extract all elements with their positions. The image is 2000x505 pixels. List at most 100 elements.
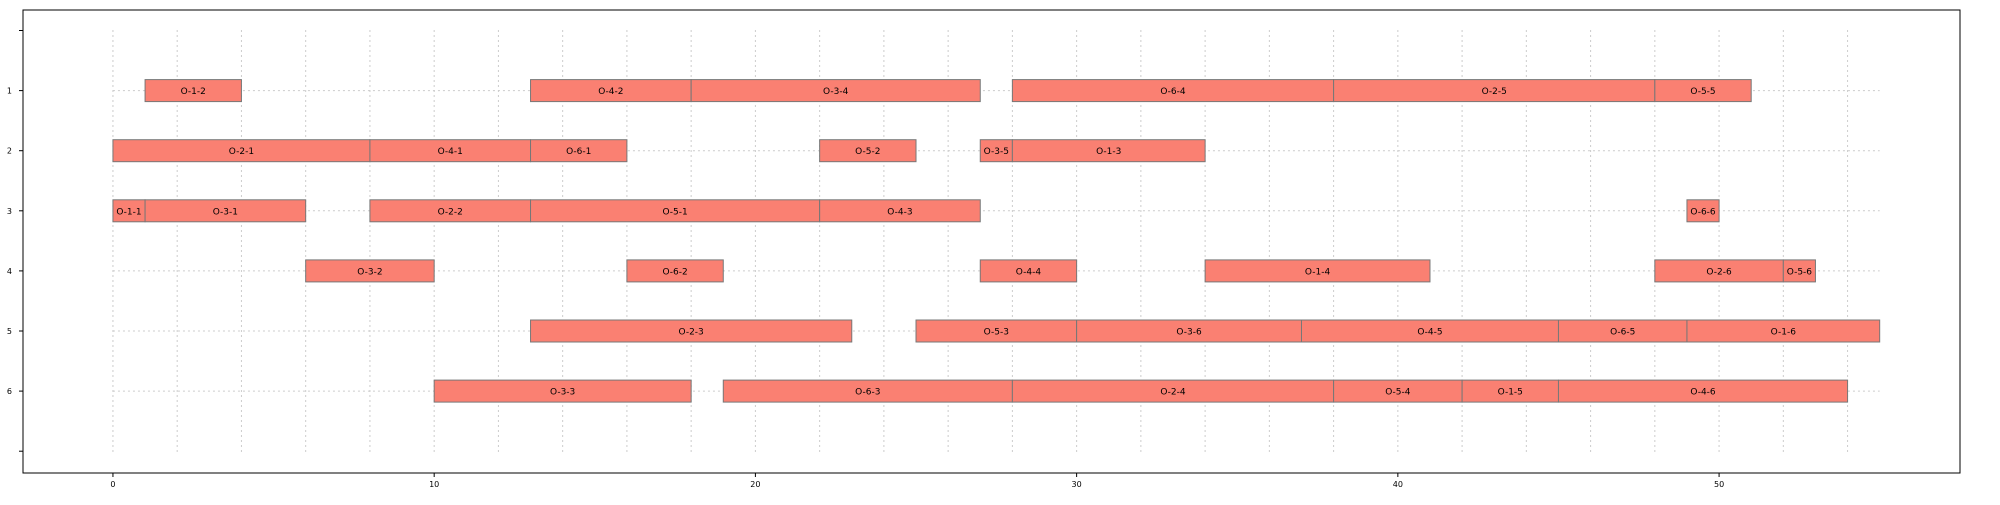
x-tick-label: 0	[110, 480, 115, 489]
task-bar: O-4-1	[369, 139, 532, 163]
task-bar-rect	[819, 139, 917, 163]
x-tick-label: 50	[1714, 480, 1724, 489]
task-bar-label: O-5-4	[1385, 388, 1411, 398]
task-bar-rect	[305, 259, 435, 283]
task-bar-label: O-1-1	[116, 207, 141, 217]
y-tick-label: 5	[7, 327, 12, 336]
task-bar-label: O-4-2	[598, 87, 623, 97]
task-bar: O-2-2	[369, 199, 532, 223]
task-bar: O-1-3	[1011, 139, 1206, 163]
task-bar-label: O-4-5	[1417, 328, 1442, 338]
task-bar: O-6-2	[626, 259, 724, 283]
task-bar-label: O-1-4	[1305, 267, 1331, 277]
task-bar-rect	[1011, 139, 1206, 163]
task-bar-rect	[1204, 259, 1431, 283]
task-bar-rect	[1654, 79, 1752, 103]
task-bar-label: O-2-3	[679, 328, 704, 338]
task-bar-label: O-3-3	[550, 388, 575, 398]
task-bar-label: O-1-2	[181, 87, 206, 97]
task-bar: O-2-5	[1333, 79, 1656, 103]
task-bar-label: O-3-2	[357, 267, 382, 277]
task-bar-label: O-1-3	[1096, 147, 1121, 157]
task-bar-label: O-2-6	[1706, 267, 1732, 277]
task-bar: O-3-1	[144, 199, 307, 223]
task-bar-rect	[690, 79, 981, 103]
task-bar-label: O-6-4	[1160, 87, 1186, 97]
x-tick-label: 10	[429, 480, 439, 489]
task-bar: O-4-6	[1557, 379, 1849, 403]
task-bar: O-4-3	[819, 199, 981, 223]
task-bar: O-1-4	[1204, 259, 1431, 283]
task-bar-label: O-2-4	[1160, 388, 1186, 398]
task-bar: O-5-4	[1333, 379, 1463, 403]
task-bar-rect	[144, 199, 307, 223]
task-bar: O-2-4	[1011, 379, 1335, 403]
axis-layer: 0 10 20 30 40 50 1 2 3 4 5 6	[7, 30, 1724, 489]
task-bar-label: O-4-3	[887, 207, 912, 217]
task-bar: O-5-2	[819, 139, 917, 163]
task-bar-rect	[1686, 199, 1720, 223]
task-bar: O-3-4	[690, 79, 981, 103]
task-bar-rect	[1557, 379, 1849, 403]
task-bar: O-4-4	[979, 259, 1078, 283]
x-tick-label: 30	[1072, 480, 1082, 489]
y-tick-label: 3	[7, 207, 12, 216]
task-bar: O-1-2	[144, 79, 242, 103]
task-bar: O-6-1	[530, 139, 628, 163]
task-bar: O-3-5	[979, 139, 1013, 163]
y-tick-label: 4	[7, 267, 12, 276]
task-bar: O-2-1	[112, 139, 371, 163]
task-bar: O-4-5	[1300, 319, 1559, 343]
task-bar-label: O-5-3	[984, 328, 1009, 338]
task-bar-rect	[530, 139, 628, 163]
task-bar: O-2-3	[530, 319, 853, 343]
task-bar-label: O-3-6	[1176, 328, 1202, 338]
task-bar-label: O-3-1	[213, 207, 238, 217]
task-bar-label: O-2-2	[438, 207, 463, 217]
task-bar-label: O-4-1	[438, 147, 463, 157]
task-bar: O-1-6	[1686, 319, 1881, 343]
task-bar-label: O-5-6	[1787, 267, 1813, 277]
task-bar: O-5-5	[1654, 79, 1752, 103]
task-bar: O-1-5	[1461, 379, 1559, 403]
task-bar-label: O-1-6	[1771, 328, 1797, 338]
task-bar: O-6-6	[1686, 199, 1720, 223]
task-bar-label: O-3-5	[984, 147, 1009, 157]
task-bar-label: O-1-5	[1498, 388, 1523, 398]
task-bar-label: O-4-4	[1016, 267, 1042, 277]
task-bar-rect	[433, 379, 692, 403]
bar-layer: O-1-2 O-4-2 O-3-4 O-6-4 O-2-5 O-5-5 O-2-1 O-4-1…	[112, 79, 1881, 403]
task-bar-rect	[1686, 319, 1881, 343]
task-bar-label: O-6-5	[1610, 328, 1635, 338]
task-bar-rect	[1782, 259, 1816, 283]
task-bar: O-3-6	[1076, 319, 1302, 343]
task-bar: O-2-6	[1654, 259, 1784, 283]
task-bar-rect	[144, 79, 242, 103]
y-tick-label: 6	[7, 387, 12, 396]
task-bar: O-6-5	[1557, 319, 1688, 343]
task-bar-rect	[979, 259, 1078, 283]
plot-frame	[22, 9, 1961, 474]
task-bar-label: O-6-2	[662, 267, 687, 277]
task-bar: O-6-3	[722, 379, 1013, 403]
task-bar: O-5-6	[1782, 259, 1816, 283]
task-bar-label: O-3-4	[823, 87, 849, 97]
task-bar-label: O-2-5	[1482, 87, 1507, 97]
task-bar-label: O-5-1	[662, 207, 687, 217]
task-bar: O-3-2	[305, 259, 435, 283]
task-bar: O-5-3	[915, 319, 1078, 343]
task-bar-rect	[626, 259, 724, 283]
task-bar-rect	[530, 319, 853, 343]
task-bar: O-6-4	[1011, 79, 1335, 103]
task-bar-label: O-6-3	[855, 388, 880, 398]
task-bar: O-4-2	[530, 79, 692, 103]
y-tick-label: 1	[7, 87, 12, 96]
task-bar-label: O-5-5	[1690, 87, 1715, 97]
task-bar: O-3-3	[433, 379, 692, 403]
task-bar-label: O-5-2	[855, 147, 880, 157]
task-bar: O-5-1	[530, 199, 821, 223]
y-tick-label: 2	[7, 147, 12, 156]
task-bar-rect	[819, 199, 981, 223]
task-bar-label: O-2-1	[229, 147, 254, 157]
